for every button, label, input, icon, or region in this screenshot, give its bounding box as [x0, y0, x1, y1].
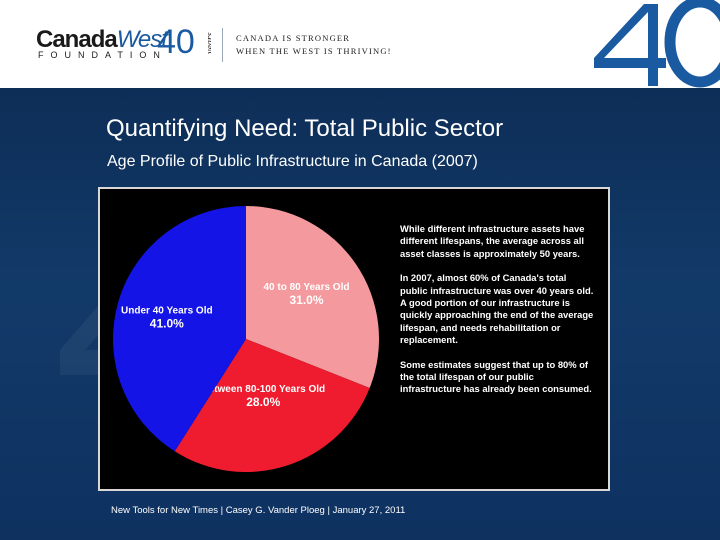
tagline-line-1: CANADA IS STRONGER	[236, 33, 351, 43]
pie-slice-0	[246, 206, 379, 388]
note-2007: In 2007, almost 60% of Canada's total pu…	[400, 272, 594, 346]
chart-panel: 40 to 80 Years Old 31.0% Between 80-100 Ye…	[98, 187, 610, 491]
tagline-line-2: WHEN THE WEST IS THRIVING!	[236, 46, 392, 56]
slide-title: Quantifying Need: Total Public Sector	[106, 115, 504, 142]
pie-label-0: 40 to 80 Years Old	[264, 282, 350, 293]
header-bar: CanadaWest FOUNDATION 40 years CANADA IS…	[0, 0, 720, 88]
big-40-graphic	[594, 0, 720, 88]
logo-wordmark: CanadaWest	[36, 26, 168, 54]
note-estimates: Some estimates suggest that up to 80% of…	[400, 358, 592, 395]
logo-number: 40	[157, 23, 195, 61]
slide-subtitle: Age Profile of Public Infrastructure in …	[107, 153, 478, 170]
notes-text: While different infrastructure assets ha…	[400, 223, 596, 408]
pie-value-1: 28.0%	[246, 395, 280, 409]
pie-value-0: 31.0%	[289, 293, 323, 307]
pie-slice-1	[174, 339, 370, 472]
footer-text: New Tools for New Times | Casey G. Vande…	[111, 505, 406, 516]
logo-name-canada: Canada	[36, 26, 118, 53]
logo-40-years-icon: 40 years	[157, 23, 211, 61]
logo-name-west: West	[116, 26, 168, 53]
tagline: CANADA IS STRONGER WHEN THE WEST IS THRI…	[236, 32, 392, 58]
pie-slice-2	[112, 206, 246, 452]
pie-label-2: Under 40 Years Old	[121, 305, 213, 316]
header-divider	[222, 28, 223, 62]
pie-value-2: 41.0%	[150, 316, 184, 330]
pie-label-1: Between 80-100 Years Old	[201, 384, 325, 395]
logo-foundation: FOUNDATION	[38, 50, 167, 60]
logo-years: years	[205, 32, 211, 55]
note-lifespan: While different infrastructure assets ha…	[400, 223, 585, 259]
